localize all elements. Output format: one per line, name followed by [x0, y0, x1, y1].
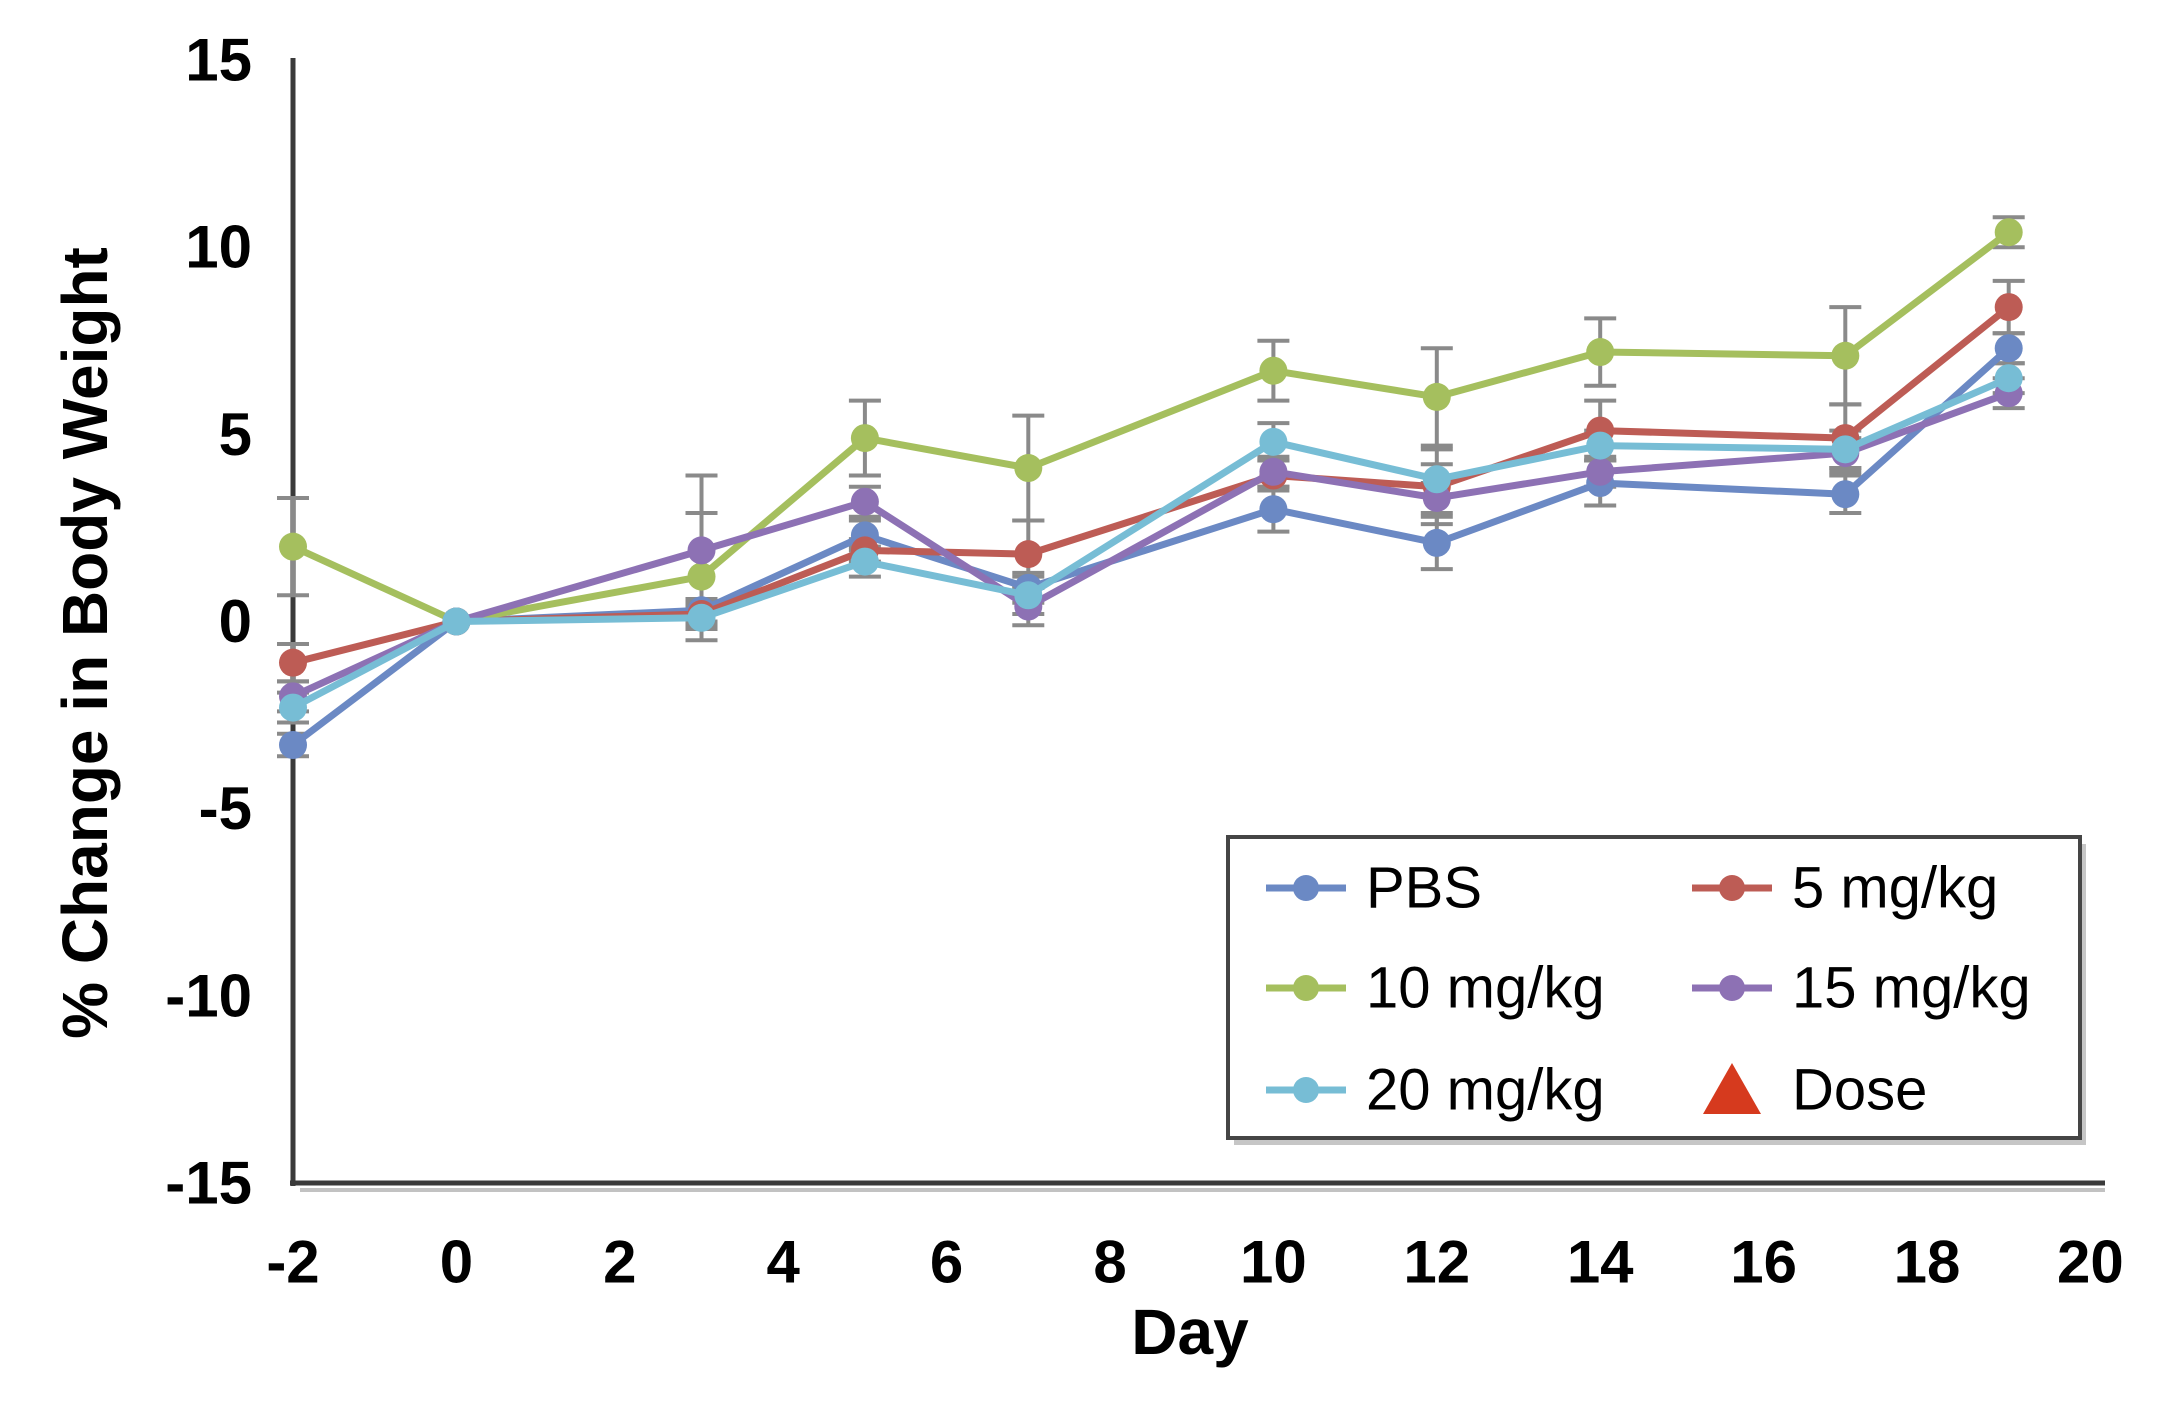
legend-label-dose: Dose	[1792, 1058, 1927, 1123]
series-20-mg-kg	[279, 364, 2023, 722]
legend-label-pbs: PBS	[1366, 856, 1482, 921]
data-point-5-mg-kg-day7	[1014, 540, 1043, 569]
legend-marker-5-mg-kg	[1719, 875, 1745, 901]
legend-entry-20-mg-kg: 20 mg/kg	[1266, 1058, 1605, 1123]
data-point-20-mg-kg-day19	[1994, 364, 2023, 393]
data-point-20-mg-kg-day5	[850, 547, 879, 576]
data-point-10-mg-kg-day-2	[279, 532, 307, 561]
x-tick-label-10: 10	[1240, 1229, 1307, 1296]
x-tick-label-0: 0	[440, 1229, 473, 1296]
series-line-15-mg-kg	[289, 389, 2013, 700]
data-point-20-mg-kg-day0	[442, 607, 471, 636]
data-point-20-mg-kg-day14	[1586, 431, 1615, 460]
x-tick-label-2: 2	[603, 1229, 636, 1296]
x-tick-label-16: 16	[1730, 1229, 1797, 1296]
legend-box	[1226, 835, 2082, 1140]
data-point-10-mg-kg-day14	[1586, 338, 1615, 367]
x-tick-label-18: 18	[1894, 1229, 1961, 1296]
x-tick-label-14: 14	[1567, 1229, 1634, 1296]
data-point-pbs-day10	[1259, 495, 1288, 524]
data-point-pbs-day-2	[279, 731, 307, 760]
data-point-20-mg-kg-day17	[1831, 435, 1860, 464]
legend-entry-15-mg-kg: 15 mg/kg	[1692, 956, 2031, 1021]
data-point-20-mg-kg-day3	[687, 603, 716, 632]
y-tick-label-15: 15	[185, 27, 252, 94]
data-point-20-mg-kg-day7	[1014, 581, 1043, 610]
data-point-pbs-day19	[1994, 334, 2023, 363]
dose-triangle-icon	[1703, 1063, 1761, 1114]
y-axis-title: % Change in Body Weight	[49, 247, 121, 1039]
series-line-20-mg-kg	[289, 374, 2013, 712]
series-line-10-mg-kg	[289, 228, 2013, 625]
x-tick-label-12: 12	[1403, 1229, 1470, 1296]
legend-marker-pbs	[1293, 875, 1319, 901]
x-tick-label--2: -2	[266, 1229, 319, 1296]
data-point-pbs-day12	[1422, 528, 1451, 557]
legend-label-10-mg-kg: 10 mg/kg	[1366, 956, 1605, 1021]
data-point-15-mg-kg-day14	[1586, 457, 1615, 486]
data-point-10-mg-kg-day5	[850, 424, 879, 453]
x-tick-label-6: 6	[930, 1229, 963, 1296]
x-tick-label-20: 20	[2057, 1229, 2124, 1296]
legend-marker-15-mg-kg	[1719, 975, 1745, 1001]
x-axis-title: Day	[1131, 1296, 1249, 1368]
data-point-pbs-day17	[1831, 480, 1860, 509]
data-point-20-mg-kg-day10	[1259, 427, 1288, 456]
x-tick-label-8: 8	[1093, 1229, 1126, 1296]
y-tick-label--15: -15	[165, 1149, 252, 1216]
legend-entry-dose: Dose	[1703, 1058, 1927, 1123]
legend-entry-10-mg-kg: 10 mg/kg	[1266, 956, 1605, 1021]
data-point-15-mg-kg-day5	[850, 487, 879, 516]
legend-entry-pbs: PBS	[1266, 856, 1482, 921]
y-tick-label-0: 0	[219, 588, 252, 655]
legend-marker-20-mg-kg	[1293, 1077, 1319, 1103]
data-point-5-mg-kg-day19	[1994, 293, 2023, 322]
data-point-20-mg-kg-day-2	[279, 693, 307, 722]
data-point-10-mg-kg-day17	[1831, 341, 1860, 370]
data-point-10-mg-kg-day19	[1994, 218, 2023, 247]
legend: PBS 10 mg/kg 20 mg/kg 5 mg/kg 15 mg/kg Dose	[1226, 835, 2086, 1145]
legend-label-5-mg-kg: 5 mg/kg	[1792, 856, 1998, 921]
y-tick-label-10: 10	[185, 214, 252, 281]
data-point-10-mg-kg-day7	[1014, 454, 1043, 483]
y-tick-label-5: 5	[219, 401, 252, 468]
data-point-10-mg-kg-day3	[687, 562, 716, 591]
legend-label-20-mg-kg: 20 mg/kg	[1366, 1058, 1605, 1123]
data-point-10-mg-kg-day10	[1259, 356, 1288, 385]
data-point-20-mg-kg-day12	[1422, 465, 1451, 494]
x-tick-label-4: 4	[767, 1229, 801, 1296]
data-point-15-mg-kg-day10	[1259, 457, 1288, 486]
y-tick-label--10: -10	[165, 962, 252, 1029]
data-point-5-mg-kg-day-2	[279, 648, 307, 677]
data-point-15-mg-kg-day3	[687, 536, 716, 565]
y-tick-label--5: -5	[199, 775, 252, 842]
legend-label-15-mg-kg: 15 mg/kg	[1792, 956, 2031, 1021]
legend-entry-5-mg-kg: 5 mg/kg	[1692, 856, 1998, 921]
legend-marker-10-mg-kg	[1293, 975, 1319, 1001]
data-point-10-mg-kg-day12	[1422, 382, 1451, 411]
